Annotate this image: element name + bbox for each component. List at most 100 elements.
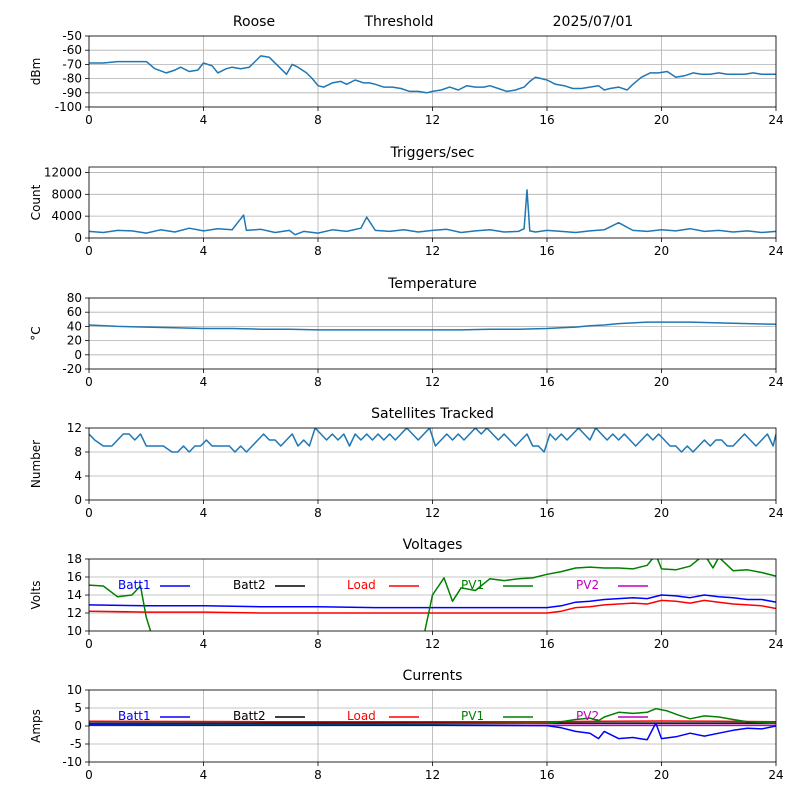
x-tick-label: 16	[539, 375, 554, 389]
x-tick-label: 0	[85, 768, 93, 782]
series-line-load	[89, 599, 776, 614]
series-group	[89, 559, 776, 631]
x-tick-label: 8	[314, 113, 322, 127]
x-tick-label: 4	[200, 375, 208, 389]
y-tick-label: -5	[70, 737, 82, 751]
x-tick-label: 8	[314, 768, 322, 782]
y-axis-label: °C	[29, 326, 43, 340]
x-tick-label: 24	[768, 506, 783, 520]
station-name: Roose	[233, 14, 275, 30]
series-group	[89, 189, 776, 236]
series-group	[89, 707, 776, 741]
series-group	[89, 55, 776, 94]
legend-label-batt2: Batt2	[233, 709, 266, 723]
x-tick-label: 24	[768, 113, 783, 127]
x-tick-label: 16	[539, 113, 554, 127]
chart-threshold: 0 4 8 12 16 20 24 -100-90-80-70-60-50 dBm	[29, 29, 784, 127]
series-line	[89, 55, 776, 94]
y-tick-label: -100	[55, 100, 82, 114]
x-tick-label: 8	[314, 506, 322, 520]
legend-label-pv2: PV2	[576, 578, 599, 592]
chart-title: Temperature	[387, 276, 477, 292]
legend-label-pv2: PV2	[576, 709, 599, 723]
y-tick-label: 12	[67, 421, 82, 435]
y-tick-label: 0	[74, 493, 82, 507]
series-line-pv1	[89, 707, 776, 725]
y-tick-label: -90	[62, 86, 82, 100]
x-tick-label: 4	[200, 506, 208, 520]
legend-label-batt1: Batt1	[118, 578, 151, 592]
x-tick-label: 20	[654, 113, 669, 127]
y-axis-label: Count	[29, 184, 43, 220]
x-tick-label: 4	[200, 244, 208, 258]
x-tick-label: 0	[85, 375, 93, 389]
legend-label-batt2: Batt2	[233, 578, 266, 592]
y-tick-label: 4	[74, 469, 82, 483]
y-tick-label: 8000	[51, 187, 82, 201]
y-tick-label: 8	[74, 445, 82, 459]
x-tick-label: 16	[539, 637, 554, 651]
y-tick-label: 5	[74, 701, 82, 715]
x-tick-label: 0	[85, 506, 93, 520]
series-line-pv1	[89, 584, 152, 631]
x-tick-label: 20	[654, 768, 669, 782]
series-line	[89, 321, 776, 331]
series-line-load	[89, 720, 776, 723]
x-tick-label: 4	[200, 113, 208, 127]
y-tick-label: 60	[67, 305, 82, 319]
x-tick-label: 12	[425, 113, 440, 127]
x-tick-label: 0	[85, 244, 93, 258]
y-tick-label: -20	[62, 362, 82, 376]
legend-label-pv1: PV1	[461, 709, 484, 723]
y-tick-label: 10	[67, 624, 82, 638]
legend-label-pv1: PV1	[461, 578, 484, 592]
x-tick-label: 16	[539, 768, 554, 782]
y-tick-label: 12000	[44, 165, 82, 179]
y-axis-label: Amps	[29, 709, 43, 743]
header: Roose Threshold 2025/07/01	[233, 14, 633, 30]
y-tick-label: -70	[62, 57, 82, 71]
x-tick-label: 12	[425, 506, 440, 520]
y-axis-label: Number	[29, 440, 43, 488]
y-tick-label: 0	[74, 719, 82, 733]
x-tick-label: 20	[654, 506, 669, 520]
x-tick-label: 20	[654, 375, 669, 389]
series-line-batt1	[89, 722, 776, 741]
series-line-pv1b	[424, 559, 776, 631]
x-tick-label: 16	[539, 244, 554, 258]
chart-voltages: 0 4 8 12 16 20 24 10 12 14 16 18 Voltages Volts Batt1 B…	[29, 537, 784, 651]
y-tick-label: 14	[67, 588, 82, 602]
x-tick-label: 24	[768, 637, 783, 651]
legend-label-load: Load	[347, 578, 376, 592]
y-tick-label: -10	[62, 755, 82, 769]
legend-label-batt1: Batt1	[118, 709, 151, 723]
y-tick-label: 10	[67, 683, 82, 697]
x-tick-label: 8	[314, 244, 322, 258]
legend-label-load: Load	[347, 709, 376, 723]
x-tick-label: 4	[200, 768, 208, 782]
y-tick-label: 16	[67, 570, 82, 584]
x-tick-label: 8	[314, 375, 322, 389]
series-line	[89, 189, 776, 236]
y-tick-label: 80	[67, 291, 82, 305]
chart-title: Satellites Tracked	[371, 406, 494, 422]
x-tick-label: 24	[768, 375, 783, 389]
chart-title: Triggers/sec	[390, 145, 475, 161]
x-tick-label: 20	[654, 637, 669, 651]
chart-title: Currents	[403, 668, 463, 684]
y-tick-label: 4000	[51, 209, 82, 223]
y-tick-label: 0	[74, 348, 82, 362]
y-tick-label: 20	[67, 334, 82, 348]
chart-triggers: 0 4 8 12 16 20 24 0 4000 8000 12000 Triggers/sec Cou…	[29, 145, 784, 258]
x-tick-label: 12	[425, 375, 440, 389]
y-tick-label: -80	[62, 72, 82, 86]
x-tick-label: 20	[654, 244, 669, 258]
x-tick-label: 24	[768, 768, 783, 782]
x-tick-label: 12	[425, 244, 440, 258]
x-tick-label: 0	[85, 637, 93, 651]
x-tick-label: 16	[539, 506, 554, 520]
chart-satellites: 0 4 8 12 16 20 24 0 4 8 12 Satellites Tracked Number	[29, 406, 784, 520]
